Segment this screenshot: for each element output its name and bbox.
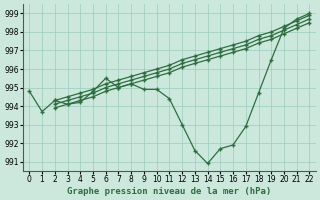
X-axis label: Graphe pression niveau de la mer (hPa): Graphe pression niveau de la mer (hPa) (67, 187, 272, 196)
